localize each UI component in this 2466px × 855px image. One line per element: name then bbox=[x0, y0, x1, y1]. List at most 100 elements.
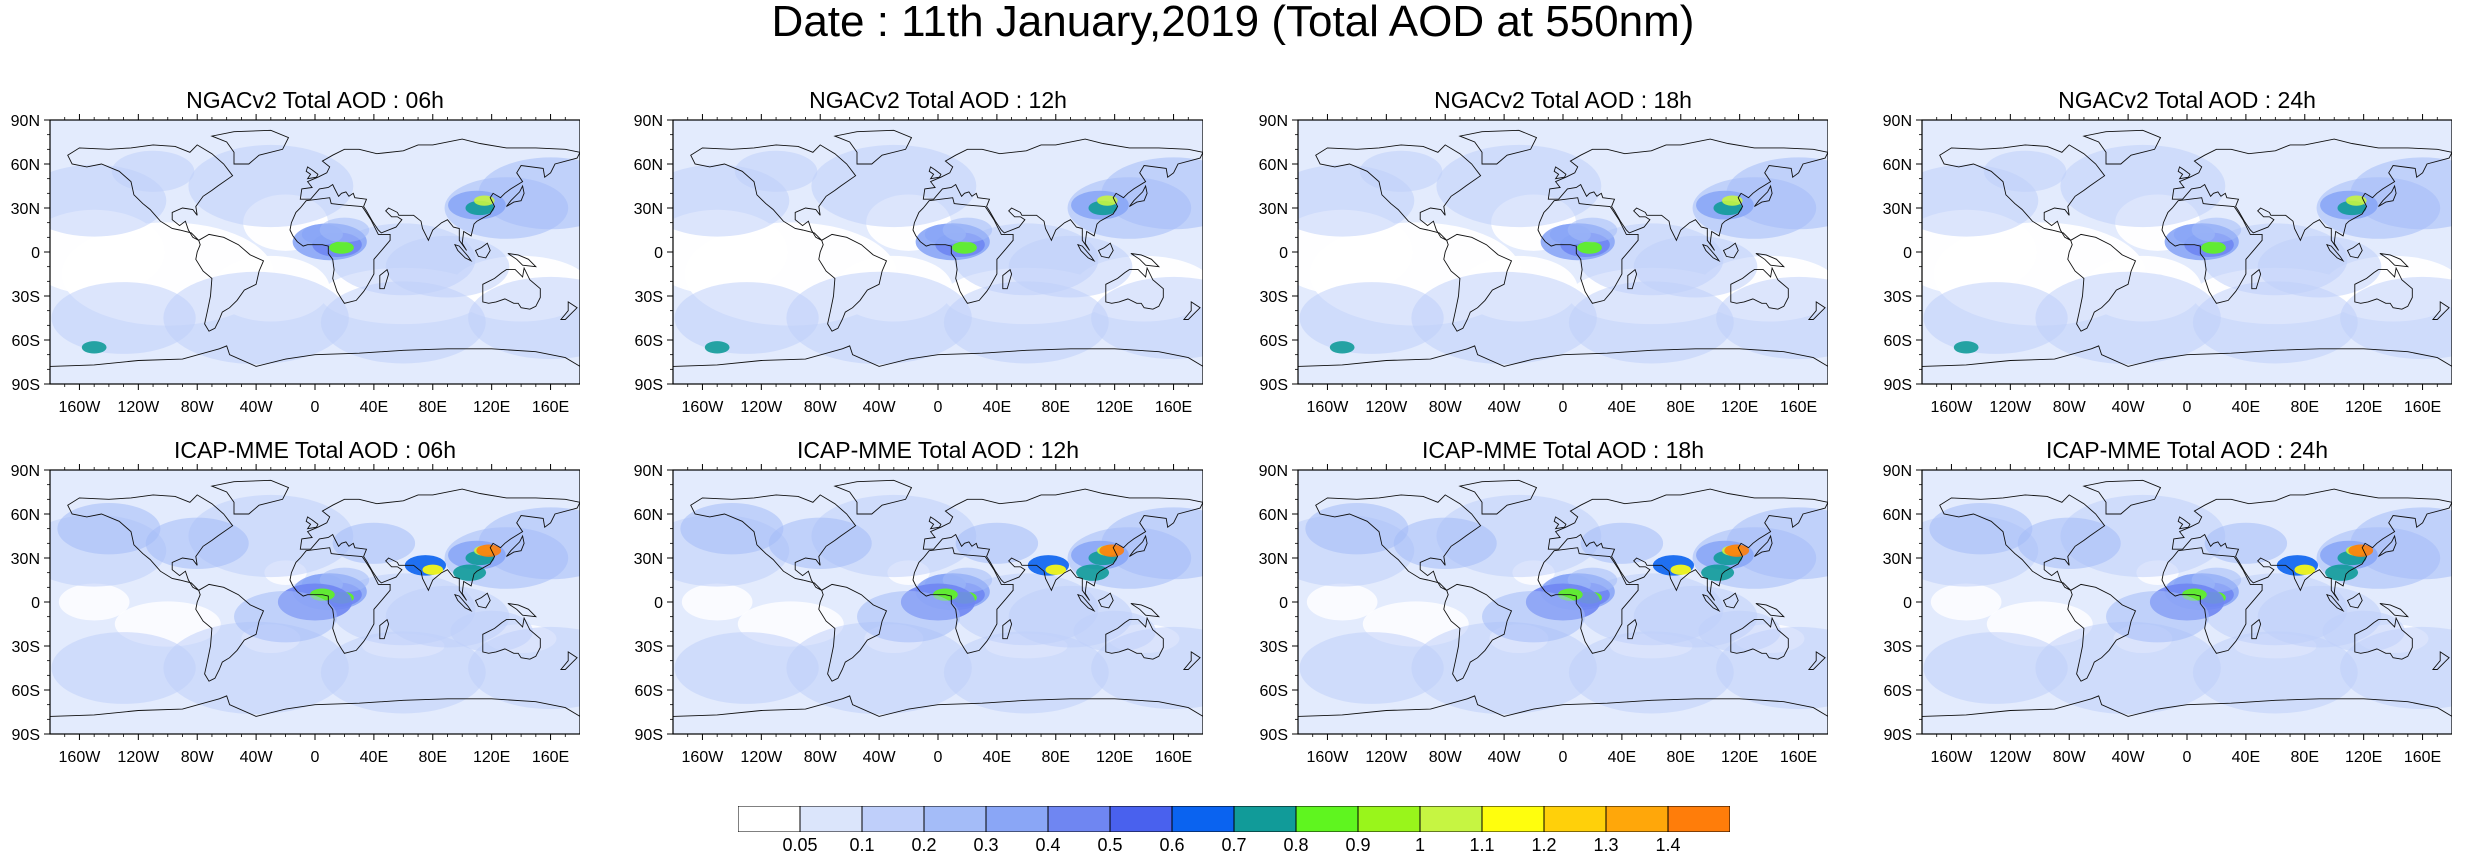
coastline-britain bbox=[928, 166, 942, 180]
colorbar-label: 1.3 bbox=[1593, 835, 1619, 855]
aod-map: 90N 60N 30N 0 30S 60S 90S 160W 120W 80W 40W 0 40E 80E… bbox=[634, 463, 1203, 766]
colorbar-swatch bbox=[923, 805, 987, 833]
panel-title: ICAP-MME Total AOD : 12h bbox=[796, 437, 1080, 463]
coastline-africa bbox=[1537, 197, 1639, 304]
coastline-northAmerica bbox=[1315, 144, 1482, 241]
lat-label: 0 bbox=[1279, 595, 1288, 612]
lat-label: 30N bbox=[634, 201, 663, 218]
coastline-madagascar bbox=[1627, 618, 1638, 640]
coastline-borneo bbox=[1722, 592, 1739, 609]
lat-label: 0 bbox=[31, 595, 40, 612]
coastline-britain bbox=[1553, 166, 1567, 180]
aod-hotspot bbox=[2346, 195, 2367, 206]
coastline-northAmerica bbox=[690, 494, 857, 591]
coastline-australia bbox=[1105, 266, 1164, 310]
lon-label: 160E bbox=[2404, 399, 2441, 416]
coastline-borneo bbox=[1097, 592, 1114, 609]
coastline-sumatra bbox=[2326, 243, 2345, 262]
aod-hotspot bbox=[57, 503, 161, 555]
lat-label: 60S bbox=[635, 333, 663, 350]
aod-hotspot bbox=[453, 564, 487, 581]
lon-label: 120W bbox=[1989, 749, 2032, 766]
aod-hotspot bbox=[2294, 564, 2316, 575]
lon-label: 40E bbox=[983, 399, 1011, 416]
lat-label: 60N bbox=[1259, 157, 1288, 174]
lon-label: 80E bbox=[1042, 399, 1070, 416]
coastline-japan bbox=[506, 184, 525, 207]
aod-hotspot bbox=[1091, 276, 1203, 360]
map-panel-ngacv2-12h: NGACv2 Total AOD : 12h 90N 60N 30N 0 30S 60S 90… bbox=[623, 88, 1203, 438]
coastline-japan bbox=[2378, 184, 2397, 207]
coastline-antarctica bbox=[673, 695, 1203, 734]
aod-hotspot bbox=[2192, 281, 2358, 364]
lon-label: 160W bbox=[1931, 749, 1974, 766]
lon-label: 120W bbox=[117, 399, 160, 416]
coastline-newGuinea bbox=[507, 253, 538, 268]
lon-label: 0 bbox=[311, 399, 320, 416]
lon-label: 0 bbox=[1559, 399, 1568, 416]
coastline-northAmerica bbox=[67, 144, 234, 241]
colorbar-swatch bbox=[861, 805, 925, 833]
aod-hotspot bbox=[1568, 631, 1734, 714]
lon-label: 160E bbox=[532, 399, 569, 416]
lat-label: 60S bbox=[12, 333, 40, 350]
coastline-sumatra bbox=[1077, 593, 1096, 612]
lon-label: 40W bbox=[1488, 749, 1522, 766]
aod-hotspot bbox=[1698, 610, 1781, 652]
aod-hotspot bbox=[476, 544, 502, 557]
coastline-sumatra bbox=[454, 593, 473, 612]
lon-label: 80W bbox=[181, 399, 215, 416]
lat-label: 60N bbox=[634, 507, 663, 524]
lat-label: 30N bbox=[1259, 551, 1288, 568]
lon-label: 160E bbox=[2404, 749, 2441, 766]
lon-label: 40E bbox=[2232, 749, 2260, 766]
lon-label: 160E bbox=[1780, 749, 1817, 766]
coastline-northAmerica bbox=[1315, 494, 1482, 591]
coastline-greenland bbox=[210, 129, 290, 165]
lon-label: 40W bbox=[2112, 399, 2146, 416]
lon-label: 80W bbox=[1429, 399, 1463, 416]
colorbar-swatch bbox=[1419, 805, 1483, 833]
coastline-southAmerica bbox=[2067, 233, 2137, 332]
aod-hotspot bbox=[163, 271, 349, 365]
lat-label: 30S bbox=[1260, 639, 1288, 656]
coastline-southAmerica bbox=[2067, 583, 2137, 682]
coastline-newGuinea bbox=[2379, 603, 2410, 618]
lon-label: 80W bbox=[181, 749, 215, 766]
coastline-southAmerica bbox=[818, 233, 888, 332]
lat-label: 90S bbox=[12, 377, 40, 394]
coastline-madagascar bbox=[1627, 268, 1638, 290]
coastline-eurasia bbox=[2171, 138, 2452, 251]
colorbar-swatch bbox=[1109, 805, 1173, 833]
aod-hotspot bbox=[1724, 544, 1750, 557]
lat-label: 60N bbox=[1883, 507, 1912, 524]
aod-hotspot bbox=[1923, 282, 2068, 354]
aod-hotspot bbox=[1716, 276, 1828, 360]
aod-map: 90N 60N 30N 0 30S 60S 90S 160W 120W 80W 40W 0 40E 80E… bbox=[1883, 463, 2452, 766]
panel-title: ICAP-MME Total AOD : 18h bbox=[1421, 437, 1705, 463]
lon-label: 120W bbox=[740, 399, 783, 416]
lat-label: 0 bbox=[654, 595, 663, 612]
panel-title: NGACv2 Total AOD : 18h bbox=[1434, 87, 1692, 113]
coastline-northAmerica bbox=[690, 144, 857, 241]
colorbar-label: 0.9 bbox=[1345, 835, 1371, 855]
lon-label: 80E bbox=[419, 399, 447, 416]
panel-title: ICAP-MME Total AOD : 24h bbox=[2045, 437, 2329, 463]
coastline-japan bbox=[506, 534, 525, 557]
coastline-australia bbox=[2354, 266, 2413, 310]
coastline-africa bbox=[912, 547, 1014, 654]
coastline-southAmerica bbox=[195, 583, 265, 682]
aod-hotspot bbox=[1482, 591, 1586, 643]
aod-hotspot bbox=[768, 517, 872, 569]
lon-label: 160E bbox=[532, 749, 569, 766]
lat-label: 30N bbox=[634, 551, 663, 568]
aod-hotspot bbox=[2191, 217, 2242, 243]
lat-label: 90N bbox=[1259, 463, 1288, 480]
lon-label: 160E bbox=[1155, 399, 1192, 416]
aod-hotspot bbox=[234, 591, 338, 643]
aod-map: 90N 60N 30N 0 30S 60S 90S 160W 120W 80W 40W 0 40E 80E… bbox=[634, 113, 1203, 416]
lat-label: 90S bbox=[635, 727, 663, 744]
aod-hotspot bbox=[674, 632, 819, 704]
coastline-britain bbox=[1553, 516, 1567, 530]
lon-label: 160E bbox=[1780, 399, 1817, 416]
